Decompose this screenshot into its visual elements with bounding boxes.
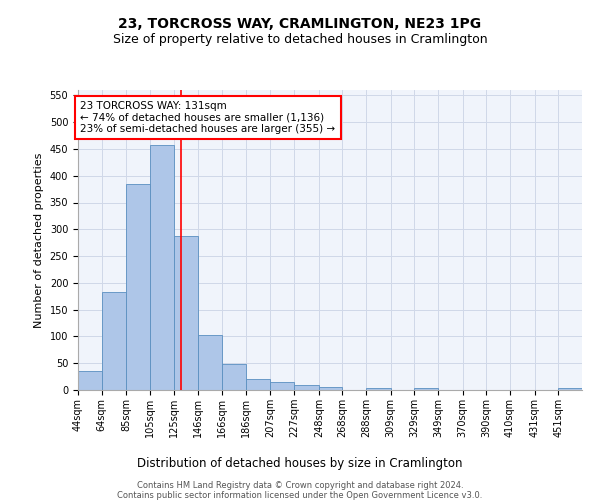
Bar (78, 371, 101, 390)
Text: 23 TORCROSS WAY: 131sqm
← 74% of detached houses are smaller (1,136)
23% of semi: 23 TORCROSS WAY: 131sqm ← 74% of detache… (80, 100, 335, 134)
Bar (222, 364, 245, 390)
Y-axis label: Number of detached properties: Number of detached properties (34, 152, 44, 328)
Bar (415, 388, 438, 390)
Bar (199, 335, 222, 390)
Bar (294, 384, 319, 390)
Text: Size of property relative to detached houses in Cramlington: Size of property relative to detached ho… (113, 32, 487, 46)
Bar (150, 145, 173, 390)
Bar (559, 388, 582, 390)
Text: 23, TORCROSS WAY, CRAMLINGTON, NE23 1PG: 23, TORCROSS WAY, CRAMLINGTON, NE23 1PG (118, 18, 482, 32)
Text: Contains HM Land Registry data © Crown copyright and database right 2024.: Contains HM Land Registry data © Crown c… (137, 481, 463, 490)
Bar (245, 380, 271, 390)
Bar (271, 382, 294, 390)
Bar (127, 184, 150, 390)
Text: Distribution of detached houses by size in Cramlington: Distribution of detached houses by size … (137, 458, 463, 470)
Bar (366, 388, 391, 390)
Text: Contains public sector information licensed under the Open Government Licence v3: Contains public sector information licen… (118, 491, 482, 500)
Bar (319, 388, 343, 390)
Bar (101, 292, 127, 390)
Bar (173, 236, 199, 390)
